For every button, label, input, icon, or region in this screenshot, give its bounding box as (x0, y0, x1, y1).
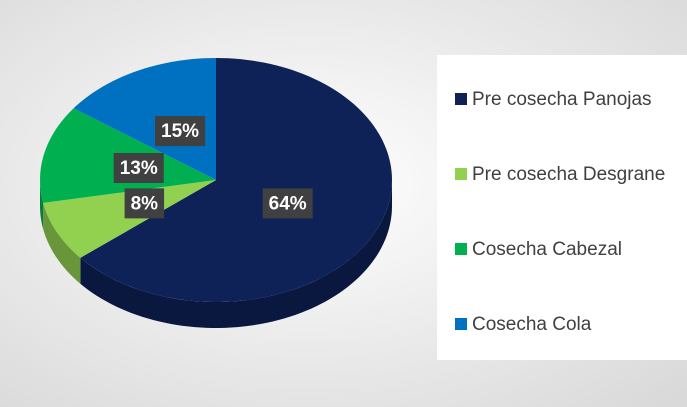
legend-label: Cosecha Cola (472, 314, 592, 335)
slice-side (80, 180, 392, 328)
data-label-box (262, 188, 313, 219)
data-label: 13% (120, 158, 158, 179)
data-label: 15% (161, 121, 199, 142)
data-label-group: 15% (155, 116, 206, 147)
data-label-box (113, 153, 164, 184)
data-label: 8% (131, 193, 159, 214)
data-label-box (124, 188, 165, 219)
data-label: 64% (269, 193, 307, 214)
slice (43, 180, 216, 258)
legend-marker (455, 243, 467, 255)
legend-label: Pre cosecha Desgrane (472, 164, 665, 185)
slice-side (40, 180, 44, 229)
slice (80, 58, 392, 302)
data-label-group: 13% (113, 153, 164, 184)
data-label-group: 8% (124, 188, 165, 219)
legend-label: Pre cosecha Panojas (472, 89, 652, 110)
slice-side (43, 202, 81, 284)
legend-marker (455, 93, 467, 105)
data-label-box (155, 116, 206, 147)
legend-label: Cosecha Cabezal (472, 239, 622, 260)
legend-box (437, 55, 687, 360)
legend-marker (455, 318, 467, 330)
slice (73, 58, 216, 180)
data-label-group: 64% (262, 188, 313, 219)
legend-marker (455, 168, 467, 180)
